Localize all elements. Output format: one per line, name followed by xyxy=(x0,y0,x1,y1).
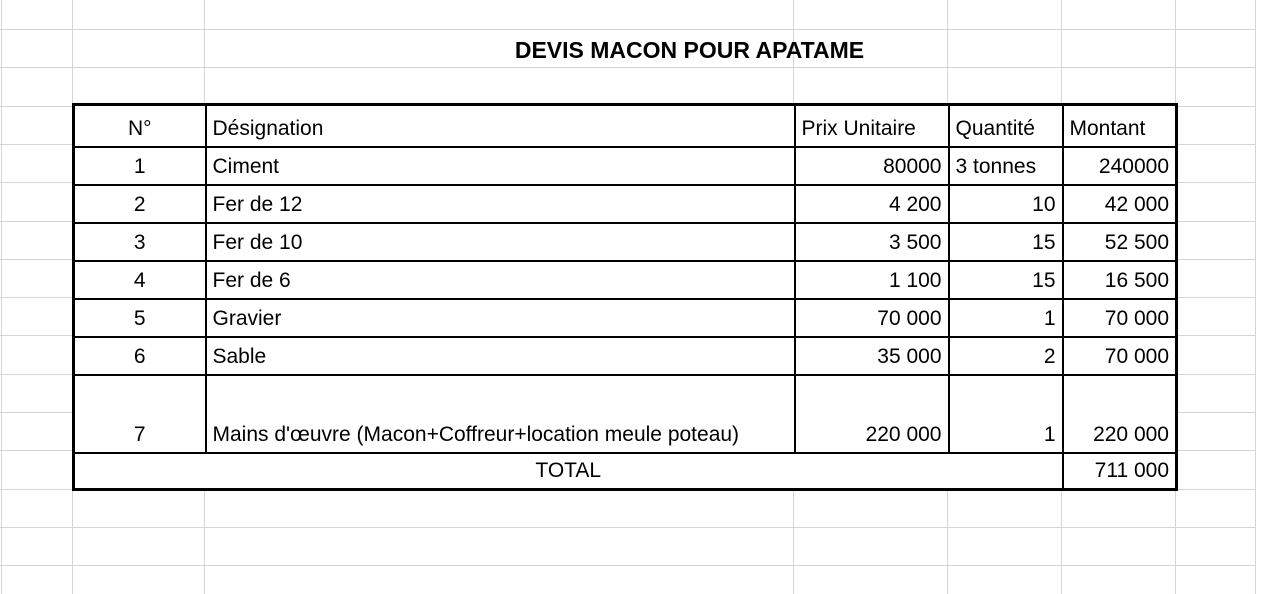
cell-r6-c2[interactable]: 35 000 xyxy=(793,335,950,376)
cell-r7-c0[interactable]: 7 xyxy=(72,373,207,454)
table-row: 7 Mains d'œuvre (Macon+Coffreur+location … xyxy=(72,373,1178,454)
cell-r6-c4[interactable]: 70 000 xyxy=(1061,335,1178,376)
cell-r3-c2[interactable]: 3 500 xyxy=(793,221,950,262)
cell-r7-c1[interactable]: Mains d'œuvre (Macon+Coffreur+location m… xyxy=(204,373,796,454)
total-label-cell[interactable]: TOTAL xyxy=(72,451,1064,491)
gridline-horizontal xyxy=(0,67,1255,68)
table-row: 1 Ciment 80000 3 tonnes 240000 xyxy=(72,145,1178,186)
cell-r4-c0[interactable]: 4 xyxy=(72,259,207,300)
sheet-title-cell[interactable]: DEVIS MACON POUR APATAME xyxy=(514,37,865,63)
gridline-horizontal xyxy=(0,527,1255,528)
cell-r2-c3[interactable]: 10 xyxy=(947,183,1064,224)
cell-r3-c1[interactable]: Fer de 10 xyxy=(204,221,796,262)
cell-r1-c4[interactable]: 240000 xyxy=(1061,145,1178,186)
table-row: 4 Fer de 6 1 100 15 16 500 xyxy=(72,259,1178,300)
designation-text: Sable xyxy=(212,344,267,368)
cell-r4-c3[interactable]: 15 xyxy=(947,259,1064,300)
designation-text: Fer de 10 xyxy=(212,230,303,254)
cell-r5-c0[interactable]: 5 xyxy=(72,297,207,338)
table-row: 2 Fer de 12 4 200 10 42 000 xyxy=(72,183,1178,224)
gridline-horizontal xyxy=(0,565,1255,566)
table-header: N° Désignation Prix Unitaire Quantité Montan… xyxy=(72,103,1178,148)
cell-r1-c3[interactable]: 3 tonnes xyxy=(947,145,1064,186)
cell-r2-c2[interactable]: 4 200 xyxy=(793,183,950,224)
cell-r4-c1[interactable]: Fer de 6 xyxy=(204,259,796,300)
column-header-2[interactable]: Prix Unitaire xyxy=(793,103,950,148)
cell-r6-c1[interactable]: Sable xyxy=(204,335,796,376)
cell-r6-c0[interactable]: 6 xyxy=(72,335,207,376)
total-value-cell[interactable]: 711 000 xyxy=(1061,451,1178,491)
total-row: TOTAL 711 000 xyxy=(72,451,1178,491)
cell-r1-c2[interactable]: 80000 xyxy=(793,145,950,186)
table-row: 5 Gravier 70 000 1 70 000 xyxy=(72,297,1178,338)
cell-r2-c1[interactable]: Fer de 12 xyxy=(204,183,796,224)
column-header-3[interactable]: Quantité xyxy=(947,103,1064,148)
cell-r5-c3[interactable]: 1 xyxy=(947,297,1064,338)
cell-r7-c4[interactable]: 220 000 xyxy=(1061,373,1178,454)
cell-r2-c4[interactable]: 42 000 xyxy=(1061,183,1178,224)
cell-r3-c3[interactable]: 15 xyxy=(947,221,1064,262)
table-row: 6 Sable 35 000 2 70 000 xyxy=(72,335,1178,376)
column-header-4[interactable]: Montant xyxy=(1061,103,1178,148)
designation-text: Gravier xyxy=(212,306,282,330)
designation-text: Ciment xyxy=(212,154,280,178)
table-row: 3 Fer de 10 3 500 15 52 500 xyxy=(72,221,1178,262)
cell-r4-c4[interactable]: 16 500 xyxy=(1061,259,1178,300)
designation-text: Mains d'œuvre (Macon+Coffreur+location m… xyxy=(212,422,740,446)
cell-r1-c0[interactable]: 1 xyxy=(72,145,207,186)
designation-text: Fer de 6 xyxy=(212,268,291,292)
cell-r7-c3[interactable]: 1 xyxy=(947,373,1064,454)
cell-r5-c1[interactable]: Gravier xyxy=(204,297,796,338)
cell-r5-c4[interactable]: 70 000 xyxy=(1061,297,1178,338)
cell-r3-c4[interactable]: 52 500 xyxy=(1061,221,1178,262)
header-row: N° Désignation Prix Unitaire Quantité Montan… xyxy=(72,103,1178,148)
designation-text: Fer de 12 xyxy=(212,192,303,216)
cell-r4-c2[interactable]: 1 100 xyxy=(793,259,950,300)
devis-table: N° Désignation Prix Unitaire Quantité Montan… xyxy=(72,103,1178,491)
cell-r7-c2[interactable]: 220 000 xyxy=(793,373,950,454)
column-header-1[interactable]: Désignation xyxy=(204,103,796,148)
cell-r6-c3[interactable]: 2 xyxy=(947,335,1064,376)
gridline-horizontal xyxy=(0,29,1255,30)
cell-r5-c2[interactable]: 70 000 xyxy=(793,297,950,338)
cell-r3-c0[interactable]: 3 xyxy=(72,221,207,262)
cell-r2-c0[interactable]: 2 xyxy=(72,183,207,224)
gridline-vertical xyxy=(1255,0,1256,594)
column-header-0[interactable]: N° xyxy=(72,103,207,148)
cell-r1-c1[interactable]: Ciment xyxy=(204,145,796,186)
